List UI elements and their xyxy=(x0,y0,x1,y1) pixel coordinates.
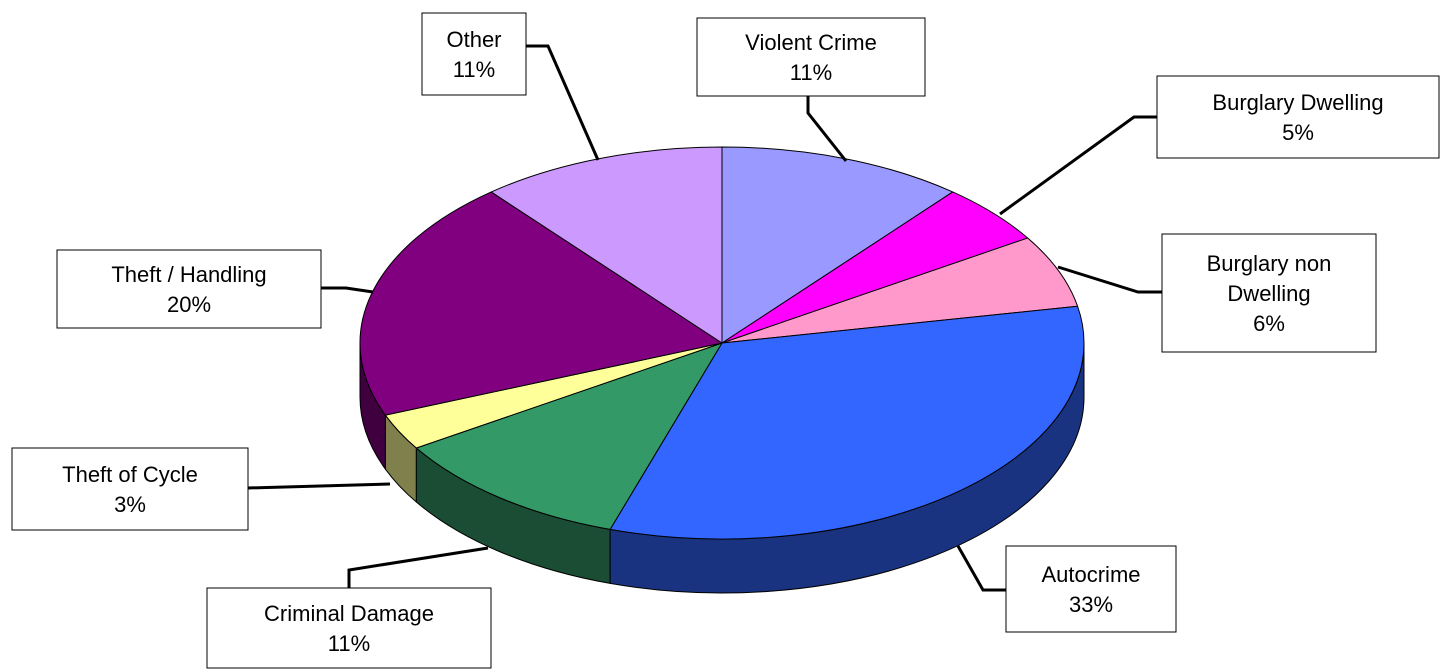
slice-percent: 3% xyxy=(114,492,146,517)
leader-line-autocrime xyxy=(956,545,1006,592)
slice-percent: 11% xyxy=(453,57,495,82)
slice-name: Burglary Dwelling xyxy=(1212,90,1383,115)
slice-name: Other xyxy=(446,27,501,52)
label-box xyxy=(1005,545,1177,633)
pie-slice-burglary-non-dwelling xyxy=(721,237,1079,344)
slice-name: Burglary non xyxy=(1207,251,1332,276)
slice-percent: 5% xyxy=(1282,120,1314,145)
slice-percent: 20% xyxy=(167,292,211,317)
slice-label-criminal-damage: Criminal Damage 11% xyxy=(206,587,492,669)
slice-percent: 33% xyxy=(1069,592,1113,617)
pie-slice-theft-handling xyxy=(359,191,723,416)
label-box xyxy=(56,249,322,329)
slice-label-burglary-dwelling: Burglary Dwelling 5% xyxy=(1156,75,1440,159)
leader-line-theft-handling xyxy=(321,286,374,294)
leader-line-other xyxy=(526,44,600,161)
slice-label-autocrime: Autocrime 33% xyxy=(1005,545,1177,633)
pie-slice-criminal-damage xyxy=(415,342,723,530)
leader-line-burglary-dwelling xyxy=(999,115,1157,216)
slice-name: Violent Crime xyxy=(745,30,877,55)
pie-slice-other xyxy=(490,146,723,344)
pie-sides xyxy=(359,342,1085,594)
slice-percent: 11% xyxy=(790,60,832,85)
slice-name: Autocrime xyxy=(1041,562,1140,587)
slice-name: Theft of Cycle xyxy=(62,462,198,487)
slice-label-other: Other 11% xyxy=(421,12,527,96)
slice-name: Criminal Damage xyxy=(264,601,434,626)
leader-line-criminal-damage xyxy=(347,546,489,588)
label-box xyxy=(206,587,492,669)
leader-line-violent-crime xyxy=(806,96,848,162)
label-box xyxy=(696,17,926,97)
pie-slices xyxy=(359,146,1085,540)
label-box xyxy=(1161,233,1377,353)
leader-line-theft-of-cycle xyxy=(247,482,391,490)
slice-label-theft-of-cycle: Theft of Cycle 3% xyxy=(11,447,249,531)
slice-percent: 11% xyxy=(328,631,370,656)
label-box xyxy=(11,447,249,531)
slice-label-burglary-non-dwelling: Burglary non Dwelling 6% xyxy=(1161,233,1377,353)
label-box xyxy=(1156,75,1440,159)
slice-name: Dwelling xyxy=(1227,281,1310,306)
slice-name: Theft / Handling xyxy=(111,262,266,287)
slice-label-violent-crime: Violent Crime 11% xyxy=(696,17,926,97)
slice-label-theft-handling: Theft / Handling 20% xyxy=(56,249,322,329)
leader-line-burglary-non-dwelling xyxy=(1057,265,1162,294)
leader-lines xyxy=(247,44,1162,592)
label-box xyxy=(421,12,527,96)
slice-percent: 6% xyxy=(1253,311,1285,336)
pie-slice-autocrime xyxy=(609,305,1085,540)
